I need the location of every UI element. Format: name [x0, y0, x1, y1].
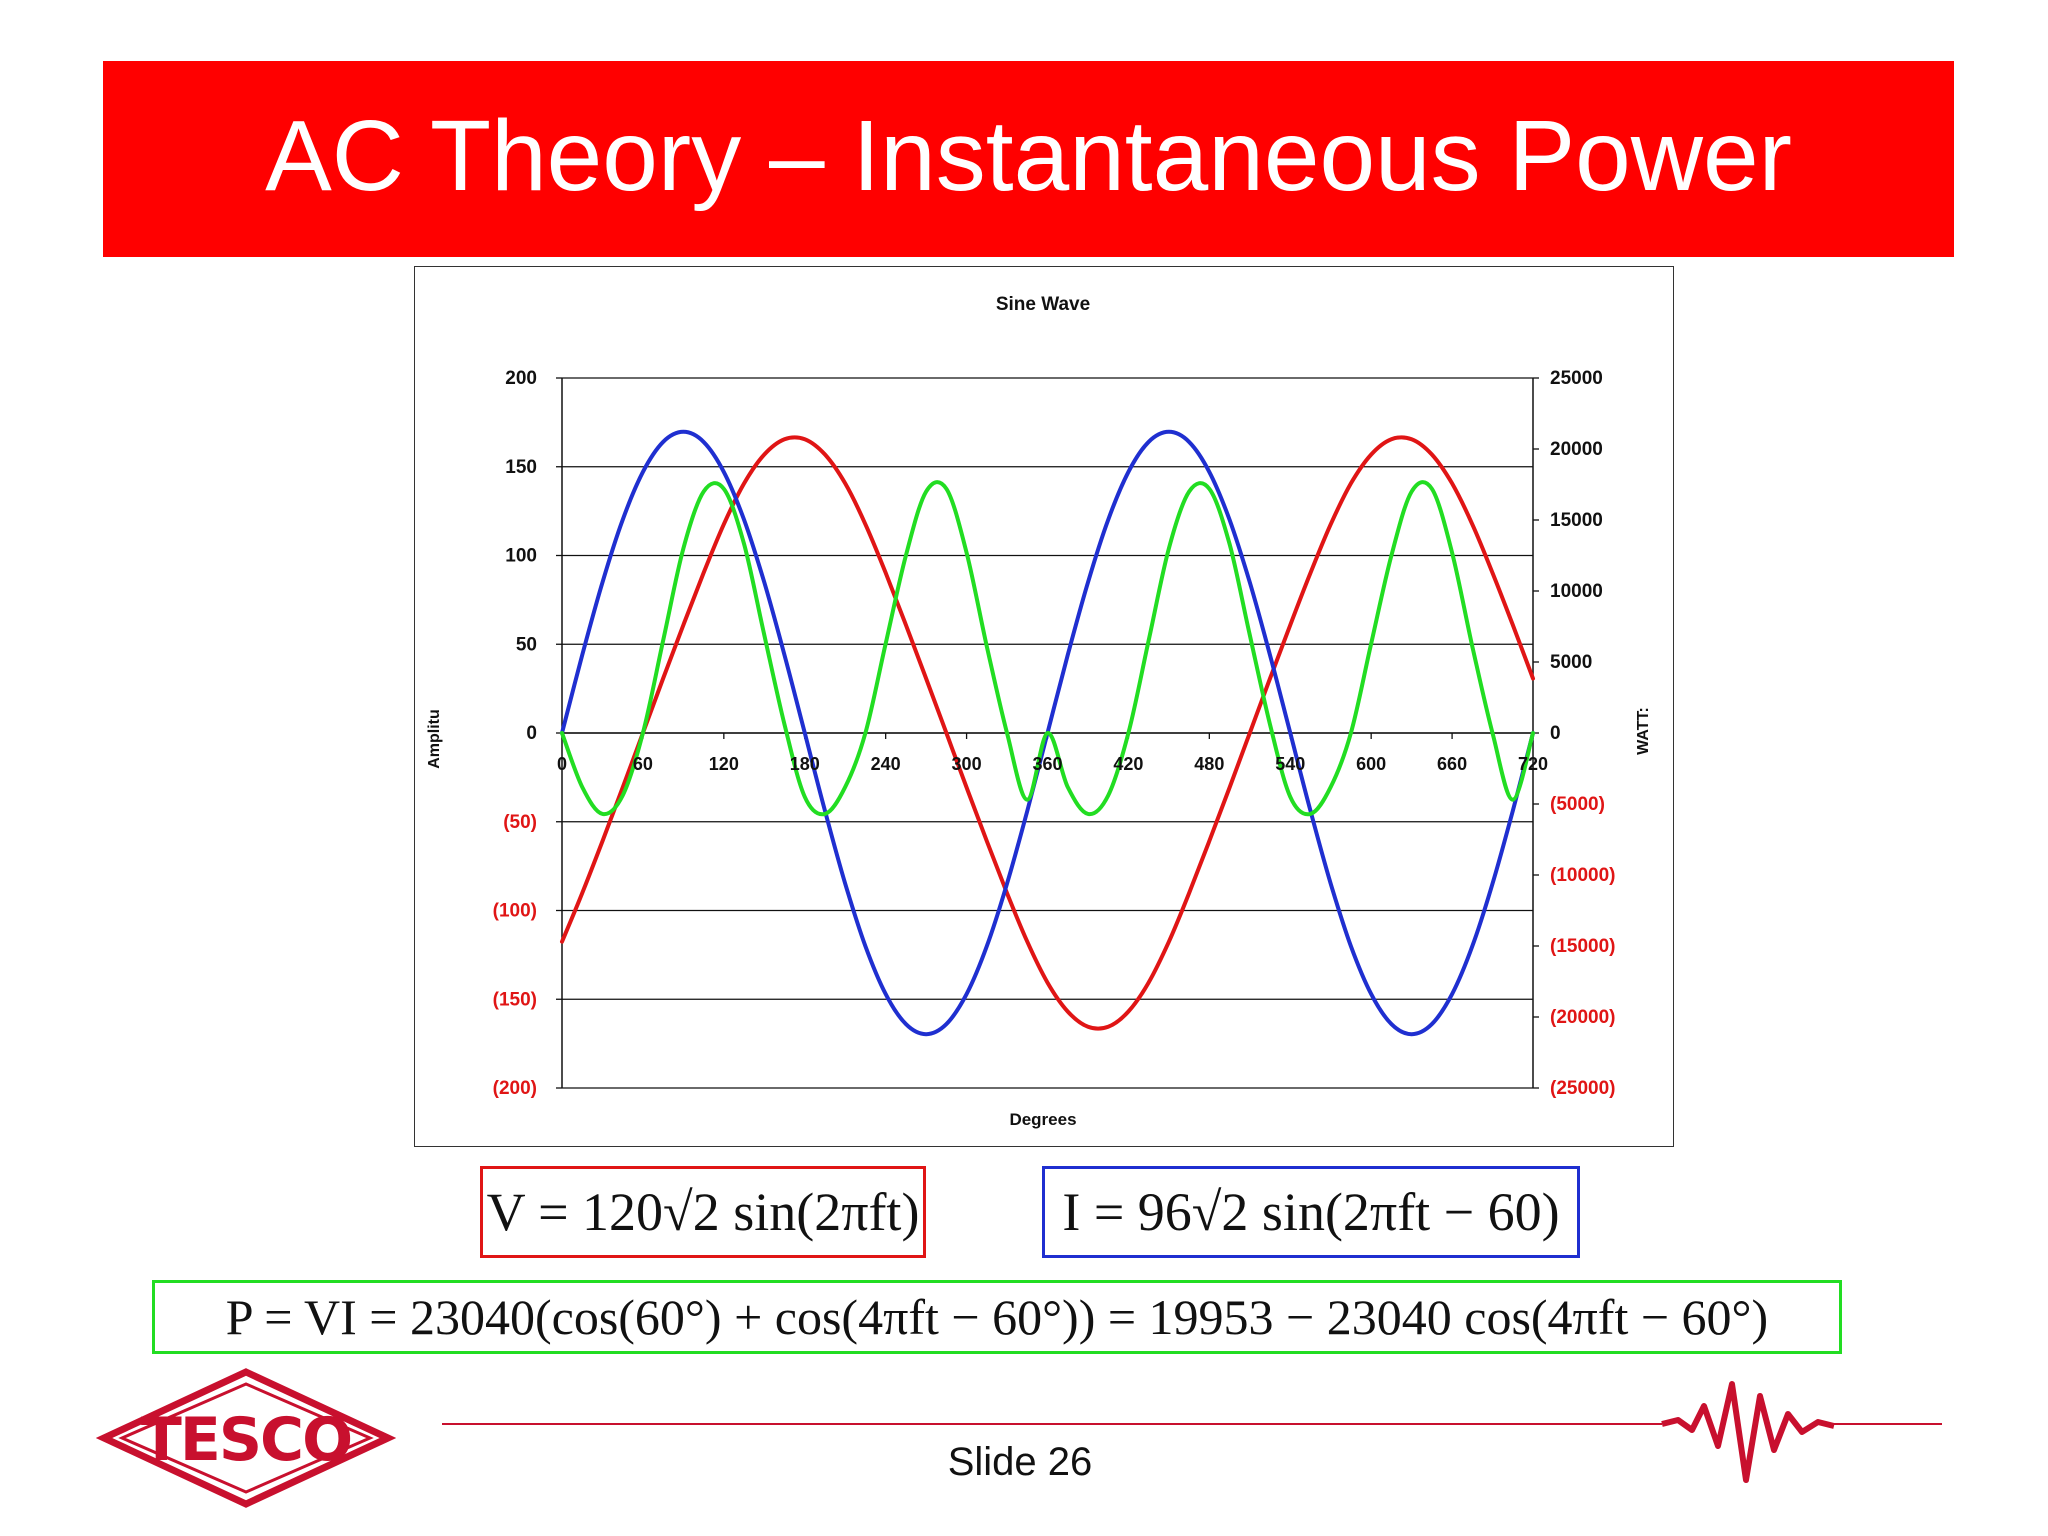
x-tick-label: 240	[871, 754, 901, 774]
x-tick-label: 120	[709, 754, 739, 774]
power-formula: P = VI = 23040(cos(60°) + cos(4πft − 60°…	[152, 1280, 1842, 1354]
x-axis-label: Degrees	[1009, 1110, 1076, 1129]
voltage-formula-text: V = 120√2 sin(2πft)	[486, 1182, 920, 1242]
slide-title: AC Theory – Instantaneous Power	[265, 99, 1792, 212]
y2-tick-label: (25000)	[1550, 1078, 1616, 1099]
x-tick-label: 420	[1113, 754, 1143, 774]
y-tick-label: (200)	[493, 1078, 537, 1099]
x-tick-label: 360	[1032, 754, 1062, 774]
x-tick-label: 600	[1356, 754, 1386, 774]
y2-tick-label: 10000	[1550, 581, 1603, 602]
x-tick-label: 0	[557, 754, 567, 774]
logo-text: TESCO	[141, 1405, 351, 1475]
voltage-series-line	[560, 435, 1535, 1031]
y-tick-label: (50)	[503, 812, 537, 833]
x-tick-label: 180	[790, 754, 820, 774]
y-tick-label: (100)	[493, 901, 537, 922]
y2-tick-label: (10000)	[1550, 865, 1616, 886]
y2-axis-label: WATT:	[1635, 707, 1652, 755]
sine-wave-chart: 200 150 100 50 0 (50) (100) (150) (200) 25000 2000…	[426, 294, 1652, 1129]
slide-number: Slide 26	[947, 1440, 1093, 1484]
y-tick-label: 100	[505, 546, 537, 567]
chart-title: Sine Wave	[996, 294, 1090, 315]
series-layer	[560, 429, 1535, 1037]
tesco-logo: TESCO	[96, 1368, 396, 1508]
y2-tick-label: 0	[1550, 723, 1561, 744]
y-tick-label: 0	[526, 723, 537, 744]
x-tick-label: 660	[1437, 754, 1467, 774]
y-tick-label: 200	[505, 368, 537, 389]
x-tick-label: 300	[952, 754, 982, 774]
power-series-line	[560, 480, 1535, 817]
y2-tick-label: (20000)	[1550, 1007, 1616, 1028]
power-formula-text: P = VI = 23040(cos(60°) + cos(4πft − 60°…	[225, 1289, 1769, 1345]
y-tick-label: (150)	[493, 989, 537, 1010]
y2-tick-label: 5000	[1550, 652, 1592, 673]
y-tick-label: 50	[516, 634, 537, 655]
y2-tick-label: (15000)	[1550, 936, 1616, 957]
current-formula-text: I = 96√2 sin(2πft − 60)	[1062, 1182, 1560, 1242]
y2-tick-label: 25000	[1550, 368, 1603, 389]
x-tick-label: 60	[633, 754, 653, 774]
y2-tick-label: 20000	[1550, 439, 1603, 460]
title-bar: AC Theory – Instantaneous Power	[103, 61, 1954, 257]
voltage-formula: V = 120√2 sin(2πft)	[480, 1166, 926, 1258]
x-tick-label: 720	[1518, 754, 1548, 774]
chart-frame: 200 150 100 50 0 (50) (100) (150) (200) 25000 2000…	[414, 266, 1674, 1147]
y2-tick-label: 15000	[1550, 510, 1603, 531]
footer-waveform-line	[442, 1381, 1942, 1483]
x-tick-label: 480	[1194, 754, 1224, 774]
current-formula: I = 96√2 sin(2πft − 60)	[1042, 1166, 1580, 1258]
y-tick-label: 150	[505, 457, 537, 478]
x-tick-label: 540	[1275, 754, 1305, 774]
y2-tick-label: (5000)	[1550, 794, 1605, 815]
y-axis-label: Amplitu	[426, 709, 443, 769]
labels-layer: 200 150 100 50 0 (50) (100) (150) (200) 25000 2000…	[493, 368, 1616, 1099]
